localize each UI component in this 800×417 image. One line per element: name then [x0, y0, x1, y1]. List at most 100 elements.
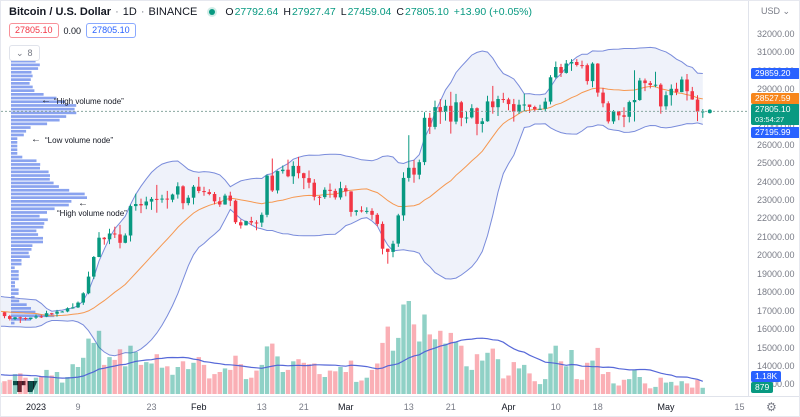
candle-body: [92, 257, 96, 277]
candle-body: [97, 237, 101, 257]
volume-bar: [443, 343, 448, 394]
candle-body: [302, 173, 306, 179]
volume-bar: [653, 386, 658, 394]
volume-ma-label: 1.18K: [751, 371, 782, 382]
volume-profile-bar: [11, 266, 15, 270]
volume-bar: [112, 359, 117, 394]
candle-body: [338, 188, 343, 198]
volume-bar: [469, 369, 474, 394]
volume-bar: [417, 341, 422, 394]
currency-toggle[interactable]: USD ⌄: [760, 6, 791, 16]
volume-profile-bar: [11, 292, 19, 295]
volume-profile-bar: [11, 70, 32, 74]
candle-body: [81, 293, 85, 303]
volume-profile-bar: [11, 82, 30, 85]
time-tick-label: 13: [256, 402, 267, 412]
candle-body: [218, 201, 222, 205]
volume-bar: [558, 361, 564, 394]
candle-body: [638, 80, 642, 100]
candle-body: [380, 223, 385, 249]
volume-bar: [312, 363, 317, 394]
last-price-label: 27805.10 03:54:27: [751, 104, 799, 125]
candle-body: [228, 195, 232, 201]
volume-bar: [401, 304, 406, 394]
volume-bar: [254, 370, 259, 394]
volume-bar: [296, 359, 301, 394]
candle-body: [407, 167, 411, 178]
candle-body: [601, 92, 605, 104]
volume-profile-bar: [11, 74, 33, 78]
collapse-indicators-button[interactable]: ⌄ 8: [9, 45, 40, 61]
candle-body: [207, 192, 211, 194]
time-axis[interactable]: ⚙ 2023 9 23 Feb 13 21 Mar 13 21 Apr 10 18 May 15: [1, 396, 799, 416]
candle-body: [422, 117, 427, 163]
volume-bar: [207, 378, 212, 394]
hidden-indicator-count: 8: [27, 48, 33, 58]
candle-body: [501, 99, 505, 100]
candle-body: [113, 233, 117, 235]
volume-profile-bar: [11, 163, 41, 166]
price-axis[interactable]: USD ⌄ 32000.0031000.0030000.0029000.0028…: [748, 1, 799, 396]
change-value: +13.90 (+0.05%): [453, 6, 533, 18]
candle-body: [275, 171, 280, 191]
volume-profile-bar: [11, 284, 15, 288]
volume-bar: [133, 352, 138, 394]
volume-bar: [144, 362, 149, 394]
volume-bar: [96, 330, 102, 394]
chevron-down-icon: ⌄: [782, 6, 791, 16]
price-tick-label: 29000.00: [757, 84, 795, 95]
separator: ·: [140, 6, 145, 18]
candle-body: [349, 191, 353, 212]
price-tick-label: 20000.00: [757, 250, 795, 261]
price-tick-label: 19000.00: [757, 268, 795, 279]
candle-body: [496, 99, 500, 108]
candle-body: [412, 167, 416, 175]
volume-profile-bar: [11, 273, 19, 277]
volume-profile-bar: [11, 133, 24, 137]
tradingview-logo-glyph: [13, 381, 38, 392]
candle-body: [632, 100, 637, 103]
candle-body: [485, 101, 490, 122]
volume-bar: [18, 373, 23, 394]
chart-canvas[interactable]: [1, 1, 748, 396]
candle-body: [254, 222, 259, 224]
candle-body: [527, 104, 532, 107]
volume-profile-bar: [11, 196, 87, 199]
candle-body: [606, 103, 610, 122]
candle-body: [401, 177, 406, 216]
volume-bar: [674, 385, 679, 394]
volume-profile-bar: [11, 262, 22, 266]
candle-body: [29, 317, 33, 319]
volume-bar: [212, 374, 217, 394]
volume-profile-bar: [11, 78, 31, 81]
candle-body: [50, 313, 54, 315]
candle-body: [627, 102, 631, 117]
interval-label[interactable]: 1D: [122, 6, 137, 18]
axis-settings-gear-icon[interactable]: ⚙: [766, 400, 777, 414]
volume-bar: [154, 354, 159, 394]
volume-bar: [191, 362, 196, 394]
volume-profile-bar: [11, 270, 19, 273]
volume-bar: [306, 364, 312, 394]
candle-body: [517, 104, 521, 112]
chart-pane[interactable]: [1, 1, 748, 396]
candle-body: [611, 111, 616, 122]
time-tick-label: 13: [403, 402, 414, 412]
time-tick-label: 2023: [25, 402, 47, 412]
volume-bar: [249, 377, 254, 394]
volume-profile-bar: [11, 277, 19, 281]
volume-profile-bar: [11, 141, 18, 144]
price-line-badge-red: 27805.10: [9, 23, 59, 38]
volume-profile-bar: [11, 218, 48, 222]
volume-profile-bar: [11, 104, 77, 107]
volume-bar: [516, 368, 522, 394]
volume-profile-bar: [11, 310, 36, 314]
volume-profile-bar: [11, 59, 36, 63]
volume-bar: [448, 332, 453, 394]
volume-bar: [422, 314, 427, 394]
candle-body: [690, 91, 694, 100]
candle-body: [622, 115, 626, 117]
candle-body: [128, 206, 133, 236]
price-tick-label: 24000.00: [757, 176, 795, 187]
symbol-title[interactable]: Bitcoin / U.S. Dollar: [9, 6, 112, 18]
